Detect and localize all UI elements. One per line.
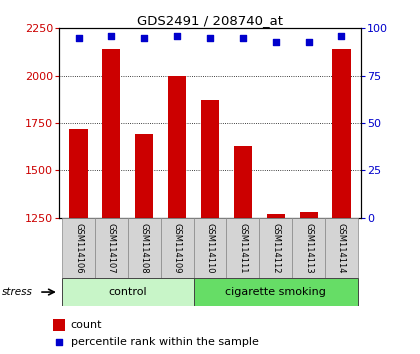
Point bbox=[75, 35, 82, 41]
Point bbox=[207, 35, 213, 41]
Point bbox=[273, 39, 279, 44]
Bar bbox=[62, 218, 95, 278]
Bar bbox=[102, 49, 121, 218]
Point bbox=[55, 340, 62, 346]
Text: GSM114106: GSM114106 bbox=[74, 223, 83, 273]
Bar bbox=[69, 129, 87, 218]
Text: percentile rank within the sample: percentile rank within the sample bbox=[71, 337, 258, 348]
Text: GSM114110: GSM114110 bbox=[205, 223, 215, 273]
Point bbox=[108, 33, 115, 39]
Bar bbox=[135, 135, 153, 218]
Point bbox=[338, 33, 345, 39]
Bar bbox=[267, 214, 285, 218]
Bar bbox=[226, 218, 259, 278]
Bar bbox=[194, 218, 226, 278]
Text: control: control bbox=[108, 287, 147, 297]
Bar bbox=[128, 218, 161, 278]
Bar bbox=[292, 218, 325, 278]
Bar bbox=[62, 278, 194, 306]
Bar bbox=[333, 49, 351, 218]
Point bbox=[174, 33, 181, 39]
Text: cigarette smoking: cigarette smoking bbox=[225, 287, 326, 297]
Bar bbox=[194, 278, 358, 306]
Bar bbox=[95, 218, 128, 278]
Text: GSM114108: GSM114108 bbox=[140, 223, 149, 273]
Bar bbox=[168, 76, 186, 218]
Bar bbox=[299, 212, 318, 218]
Text: stress: stress bbox=[2, 287, 33, 297]
Text: GSM114107: GSM114107 bbox=[107, 223, 116, 273]
Point bbox=[305, 39, 312, 44]
Bar bbox=[259, 218, 292, 278]
Title: GDS2491 / 208740_at: GDS2491 / 208740_at bbox=[137, 14, 283, 27]
Text: GSM114111: GSM114111 bbox=[239, 223, 247, 273]
Text: GSM114112: GSM114112 bbox=[271, 223, 280, 273]
Text: GSM114113: GSM114113 bbox=[304, 223, 313, 273]
Bar bbox=[234, 146, 252, 218]
Bar bbox=[161, 218, 194, 278]
Text: GSM114114: GSM114114 bbox=[337, 223, 346, 273]
Text: GSM114109: GSM114109 bbox=[173, 223, 181, 273]
Bar bbox=[325, 218, 358, 278]
Point bbox=[239, 35, 246, 41]
Bar bbox=[201, 100, 219, 218]
Point bbox=[141, 35, 147, 41]
Bar bbox=[53, 319, 65, 331]
Text: count: count bbox=[71, 320, 102, 330]
